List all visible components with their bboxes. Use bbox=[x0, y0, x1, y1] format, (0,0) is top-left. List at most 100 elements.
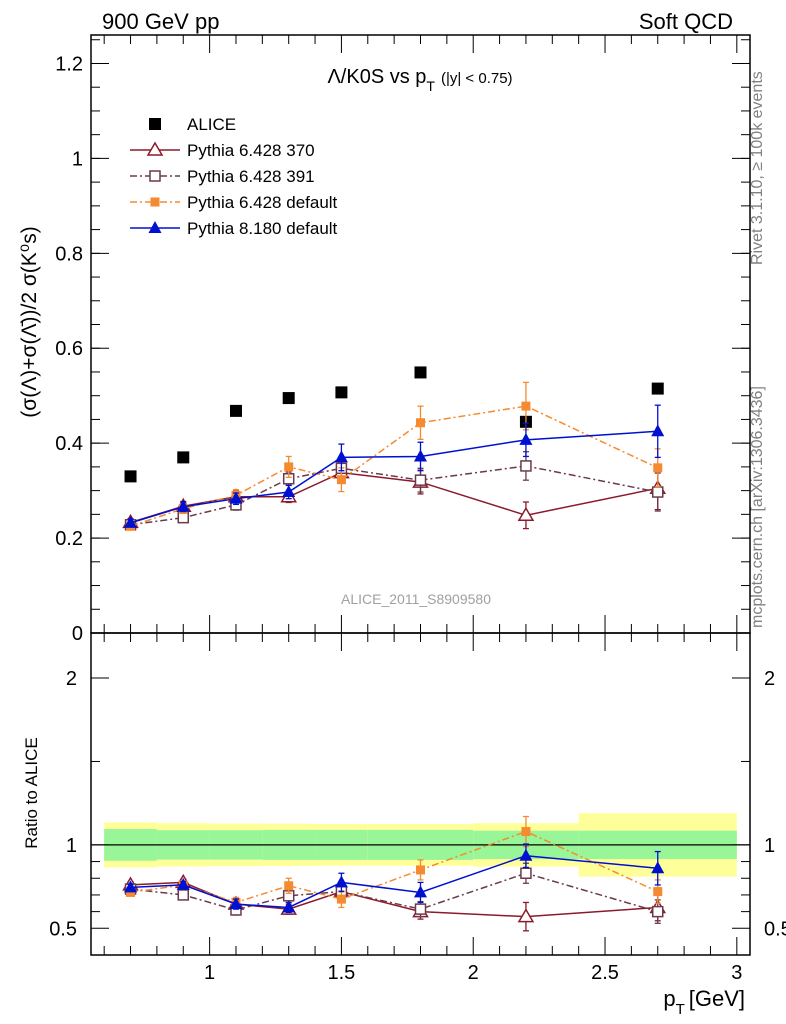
ratio-point-pythia-6-428-391 bbox=[414, 903, 427, 915]
ratio-series-pythia-8-180-default bbox=[124, 843, 665, 914]
main-series-pythia-8-180-default bbox=[124, 404, 665, 528]
main-point-pythia-8-180-default bbox=[124, 515, 138, 528]
legend-marker bbox=[149, 118, 161, 130]
ratio-panel: 0.5 0.5 1 1 2 2 1 1.5 2 2.5 3 Ratio to ALICE pT[Ge… bbox=[22, 632, 786, 1018]
main-point-pythia-8-180-default bbox=[282, 485, 296, 498]
ratio-series-pythia-6-428-370 bbox=[122, 873, 667, 932]
plot-title-sub: T bbox=[426, 78, 435, 94]
ratio-point-pythia-6-428-391 bbox=[177, 889, 190, 901]
main-series-pythia-6-428-370 bbox=[122, 462, 667, 530]
legend-entry-pythia-8-180-default: Pythia 8.180 default bbox=[130, 219, 338, 238]
main-series-pythia-6-428-391 bbox=[124, 451, 664, 531]
ratio-y-tick-label: 1 bbox=[66, 835, 77, 857]
main-point-pythia-6-428-391 bbox=[177, 511, 190, 524]
main-panel: 0 0.2 0.4 0.6 0.8 1 1.2 Λ/K0S vs pT (|y| < 0.75… bbox=[18, 34, 751, 645]
x-axis-label-unit: [GeV] bbox=[689, 986, 745, 1011]
main-point-alice bbox=[335, 386, 348, 399]
main-point-alice bbox=[177, 451, 190, 464]
ratio-point-pythia-6-428-391 bbox=[651, 905, 664, 918]
legend-label: Pythia 6.428 370 bbox=[187, 141, 315, 160]
ratio-y-tick-label: 2 bbox=[66, 668, 77, 690]
ratio-point-pythia-8-180-default bbox=[414, 885, 427, 898]
ratio-point-pythia-6-428-default bbox=[126, 887, 136, 897]
main-line-pythia-8-180-default bbox=[130, 430, 658, 524]
ratio-line-pythia-8-180-default bbox=[130, 854, 658, 909]
plot-title-main: Λ/K0S vs p bbox=[327, 66, 426, 88]
legend-label: Pythia 6.428 default bbox=[187, 193, 338, 212]
ratio-point-pythia-8-180-default bbox=[229, 897, 243, 910]
main-y-tick-label: 0.2 bbox=[55, 528, 83, 550]
ratio-y-tick-label: 0.5 bbox=[49, 918, 77, 940]
legend-entry-alice: ALICE bbox=[149, 115, 236, 134]
main-point-pythia-6-428-391 bbox=[651, 486, 664, 498]
main-point-alice bbox=[414, 366, 427, 379]
plot-title: Λ/K0S vs pT (|y| < 0.75) bbox=[327, 66, 512, 94]
main-point-alice bbox=[282, 392, 295, 405]
legend-marker bbox=[148, 221, 162, 233]
main-panel-ticks: 0 0.2 0.4 0.6 0.8 1 1.2 bbox=[55, 35, 750, 645]
x-tick-label: 2.5 bbox=[591, 962, 619, 984]
main-series-alice bbox=[124, 366, 664, 483]
ratio-point-pythia-6-428-391 bbox=[520, 867, 532, 879]
main-line-pythia-6-428-370 bbox=[130, 471, 658, 524]
main-line-pythia-6-428-391 bbox=[130, 465, 658, 526]
main-point-pythia-8-180-default bbox=[519, 432, 533, 445]
main-point-pythia-8-180-default bbox=[176, 499, 190, 512]
legend-label: Pythia 6.428 391 bbox=[187, 167, 315, 186]
main-point-pythia-8-180-default bbox=[334, 450, 348, 463]
ratio-point-pythia-6-428-default bbox=[521, 827, 531, 837]
main-point-pythia-8-180-default bbox=[651, 424, 665, 437]
ratio-point-pythia-6-428-default bbox=[653, 887, 663, 897]
legend-label: Pythia 8.180 default bbox=[187, 219, 338, 238]
legend: ALICE Pythia 6.428 370 Pythia 6.428 391 Pyt… bbox=[130, 115, 338, 238]
ratio-panel-marks bbox=[122, 815, 667, 932]
main-y-axis-label: (σ(Λ)+σ(Λ̄))/2 σ(K⁰s) bbox=[18, 226, 41, 417]
main-y-tick-label: 0 bbox=[72, 623, 83, 645]
x-tick-label: 2 bbox=[468, 962, 479, 984]
legend-marker bbox=[149, 170, 161, 182]
main-line-pythia-6-428-default bbox=[130, 405, 659, 527]
main-point-pythia-6-428-default bbox=[653, 463, 663, 473]
main-point-pythia-6-428-370 bbox=[517, 506, 535, 522]
plot-title-suffix: (|y| < 0.75) bbox=[441, 70, 513, 87]
legend-marker bbox=[146, 141, 164, 156]
ratio-point-pythia-6-428-default bbox=[416, 865, 425, 875]
main-y-tick-label: 0.8 bbox=[55, 243, 83, 265]
x-tick-label: 1.5 bbox=[328, 962, 356, 984]
ratio-y-axis-label: Ratio to ALICE bbox=[22, 737, 41, 849]
ratio-point-pythia-8-180-default bbox=[519, 848, 533, 861]
header-right: Soft QCD bbox=[639, 9, 733, 34]
analysis-watermark: ALICE_2011_S8909580 bbox=[341, 591, 491, 607]
legend-entry-pythia-6-428-default: Pythia 6.428 default bbox=[130, 193, 338, 212]
ratio-point-pythia-8-180-default bbox=[651, 861, 665, 874]
main-point-pythia-6-428-391 bbox=[520, 460, 532, 472]
main-y-tick-label: 1.2 bbox=[55, 53, 83, 75]
x-tick-label: 3 bbox=[731, 962, 742, 984]
main-point-pythia-6-428-default bbox=[416, 418, 425, 428]
ratio-panel-ticks: 0.5 0.5 1 1 2 2 1 1.5 2 2.5 3 bbox=[49, 633, 786, 984]
x-axis-label-sub: T bbox=[676, 1001, 685, 1018]
ratio-line-pythia-6-428-391 bbox=[130, 872, 658, 913]
ratio-point-pythia-8-180-default bbox=[334, 875, 348, 888]
main-point-alice bbox=[124, 470, 137, 483]
main-point-pythia-6-428-391 bbox=[414, 474, 427, 486]
main-point-pythia-6-428-default bbox=[284, 462, 294, 472]
ratio-point-pythia-6-428-default bbox=[284, 881, 294, 891]
x-axis-label: pT [GeV] bbox=[663, 986, 745, 1018]
ratio-point-pythia-6-428-370 bbox=[517, 908, 535, 923]
main-point-pythia-6-428-default bbox=[521, 401, 531, 411]
main-y-tick-label: 1 bbox=[72, 148, 83, 170]
legend-marker bbox=[150, 197, 160, 207]
main-point-pythia-8-180-default bbox=[414, 449, 427, 462]
legend-entry-pythia-6-428-370: Pythia 6.428 370 bbox=[130, 141, 315, 160]
ratio-point-pythia-8-180-default bbox=[124, 880, 138, 893]
main-point-pythia-6-428-default bbox=[336, 475, 346, 485]
main-y-tick-label: 0.6 bbox=[55, 338, 83, 360]
ratio-y-tick-label-right: 0.5 bbox=[764, 918, 786, 940]
rivet-label: Rivet 3.1.10, ≥ 100k events bbox=[749, 71, 766, 265]
ratio-point-pythia-6-428-default bbox=[336, 894, 346, 904]
ratio-point-pythia-8-180-default bbox=[176, 877, 190, 890]
header-left: 900 GeV pp bbox=[102, 9, 219, 34]
